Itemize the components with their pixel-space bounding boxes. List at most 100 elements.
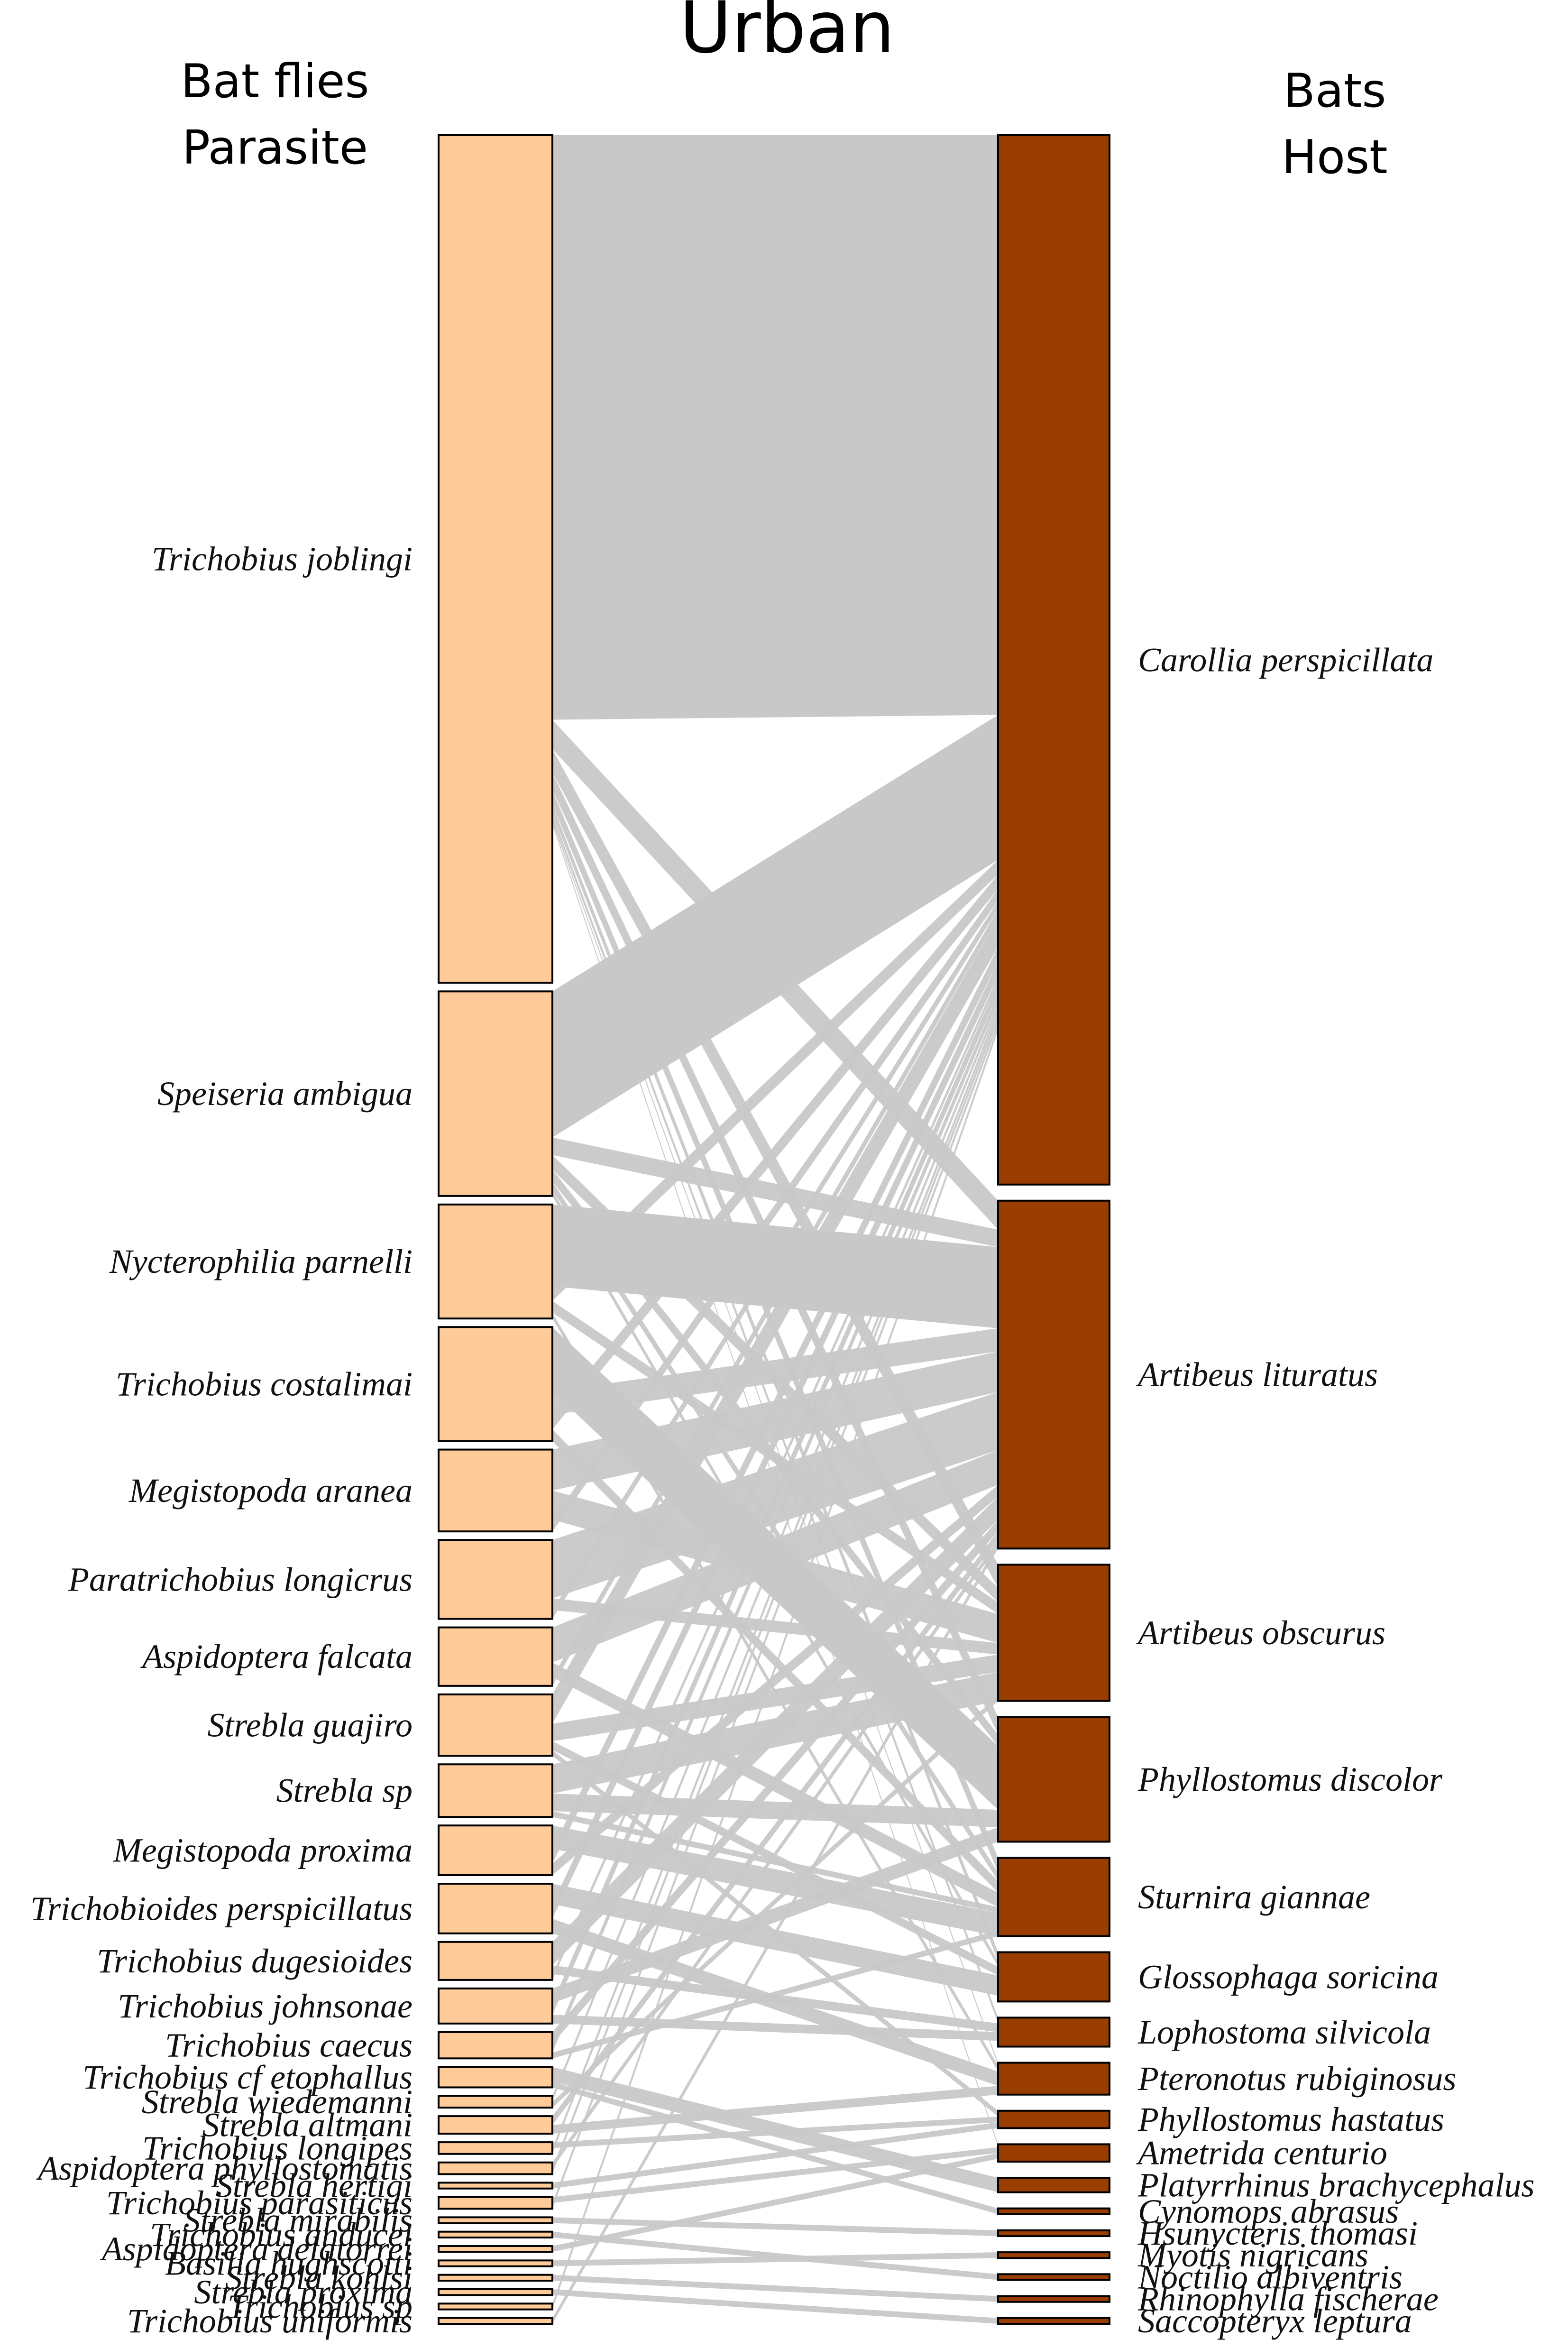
parasite-node-megistopoda-aranea xyxy=(438,1448,553,1533)
parasite-label-trichobius-sp: Trichobius sp xyxy=(228,2288,413,2326)
parasite-node-basilia-hughscotti xyxy=(438,2259,553,2267)
link-aspidoptera-phyllostomatis-to-carollia-perspicillata xyxy=(552,1013,998,2174)
parasite-label-aspidoptera-falcata: Aspidoptera falcata xyxy=(140,1638,413,1676)
link-trichobius-longipes-to-phyllostomus-hastatus xyxy=(552,2116,998,2148)
host-label-noctilio-albiventris: Noctilio albiventris xyxy=(1137,2258,1403,2296)
host-nodes: Carollia perspicillata Artibeus lituratus… xyxy=(997,134,1535,2340)
parasite-label-megistopoda-proxima: Megistopoda proxima xyxy=(113,1832,413,1869)
parasite-node-strebla-proxima xyxy=(438,2288,553,2296)
link-strebla-guajiro-to-carollia-perspicillata xyxy=(552,918,998,1724)
parasite-label-megistopoda-aranea: Megistopoda aranea xyxy=(128,1472,413,1510)
link-trichobius-uniformis-to-artibeus-lituratus xyxy=(552,1543,998,2324)
host-label-lophostoma-silvicola: Lophostoma silvicola xyxy=(1137,2013,1431,2051)
link-trichobius-johnsonae-to-lophostoma-silvicola xyxy=(552,2015,998,2041)
parasite-label-trichobius-joblingi: Trichobius joblingi xyxy=(152,540,413,578)
host-node-sturnira-giannae xyxy=(997,1857,1110,1937)
link-aspidoptera-phyllostomatis-to-artibeus-lituratus xyxy=(552,1539,998,2169)
host-node-phyllostomus-hastatus xyxy=(997,2109,1110,2129)
parasite-label-trichobius-cf-etophallus: Trichobius cf etophallus xyxy=(83,2058,413,2096)
link-trichobius-dugesioides-to-artibeus-lituratus xyxy=(552,1496,998,1966)
parasite-label-strebla-wiedemanni: Strebla wiedemanni xyxy=(142,2083,413,2121)
parasite-label-trichobius-uniformis: Trichobius uniformis xyxy=(127,2302,413,2340)
link-strebla-altmani-to-artibeus-lituratus xyxy=(552,1531,998,2125)
host-label-artibeus-obscurus: Artibeus obscurus xyxy=(1136,1614,1385,1652)
parasite-node-nycterophilia-parnelli xyxy=(438,1203,553,1320)
parasite-node-trichobius-uniformis xyxy=(438,2317,553,2325)
host-label-saccopteryx-leptura: Saccopteryx leptura xyxy=(1138,2302,1412,2340)
link-strebla-altmani-to-pteronotus-rubiginosus xyxy=(552,2086,998,2134)
link-strebla-sp-to-phyllostomus-discolor xyxy=(552,1793,998,1827)
link-megistopoda-proxima-to-artibeus-lituratus xyxy=(552,1484,998,1875)
link-megistopoda-aranea-to-artibeus-lituratus xyxy=(552,1351,998,1491)
parasite-node-trichobius-joblingi xyxy=(438,134,553,984)
host-node-platyrrhinus-brachycephalus xyxy=(997,2177,1110,2193)
link-speiseria-ambigua-to-carollia-perspicillata xyxy=(552,715,998,1138)
link-megistopoda-aranea-to-carollia-perspicillata xyxy=(552,889,998,1532)
parasite-label-speiseria-ambigua: Speiseria ambigua xyxy=(157,1075,413,1113)
parasite-node-trichobius-cf-etophallus xyxy=(438,2066,553,2089)
parasite-node-strebla-mirabilis xyxy=(438,2216,553,2224)
parasite-node-trichobius-parasiticus xyxy=(438,2196,553,2210)
host-node-rhinophylla-fischerae xyxy=(997,2295,1110,2303)
link-trichobius-caecus-to-carollia-perspicillata xyxy=(552,993,998,2053)
host-node-phyllostomus-discolor xyxy=(997,1716,1110,1843)
parasite-label-trichobius-parasiticus: Trichobius parasiticus xyxy=(106,2184,413,2222)
link-trichobius-sp-to-carollia-perspicillata xyxy=(552,1025,998,2310)
link-trichobius-parasiticus-to-carollia-perspicillata xyxy=(552,1019,998,2209)
host-label-glossophaga-soricina: Glossophaga soricina xyxy=(1138,1958,1439,1996)
parasite-label-paratrichobius-longicrus: Paratrichobius longicrus xyxy=(68,1560,413,1598)
host-label-phyllostomus-hastatus: Phyllostomus hastatus xyxy=(1137,2100,1444,2138)
parasite-node-strebla-wiedemanni xyxy=(438,2095,553,2109)
host-heading-line2: Host xyxy=(1282,130,1387,184)
parasite-label-trichobius-johnsonae: Trichobius johnsonae xyxy=(118,1987,413,2025)
parasite-label-strebla-hertigi: Strebla hertigi xyxy=(216,2167,413,2205)
parasite-label-nycterophilia-parnelli: Nycterophilia parnelli xyxy=(109,1243,413,1280)
parasite-node-trichobius-sp xyxy=(438,2302,553,2311)
link-trichobius-parasiticus-to-ametrida-centurio xyxy=(552,2147,998,2203)
parasite-node-trichobius-dugesioides xyxy=(438,1941,553,1981)
host-label-myotis-nigricans: Myotis nigricans xyxy=(1137,2236,1368,2274)
parasite-label-aspidoptera-phyllostomatis: Aspidoptera phyllostomatis xyxy=(36,2149,413,2187)
host-label-ametrida-centurio: Ametrida centurio xyxy=(1136,2134,1387,2172)
host-node-pteronotus-rubiginosus xyxy=(997,2062,1110,2096)
parasite-label-strebla-sp: Strebla sp xyxy=(276,1772,413,1810)
parasite-node-aspidoptera-falcata xyxy=(438,1626,553,1687)
host-node-cynomops-abrasus xyxy=(997,2207,1110,2215)
host-node-saccopteryx-leptura xyxy=(997,2317,1110,2325)
parasite-label-strebla-kohlsi: Strebla kohlsi xyxy=(225,2259,413,2297)
parasite-nodes: Trichobius joblingi Speiseria ambigua Nyct… xyxy=(30,134,553,2340)
host-node-hsunycteris-thomasi xyxy=(997,2229,1110,2238)
parasite-label-trichobius-caecus: Trichobius caecus xyxy=(165,2026,413,2064)
link-aspidoptera-delatorrei-to-ametrida-centurio xyxy=(552,2153,998,2252)
parasite-label-strebla-proxima: Strebla proxima xyxy=(194,2273,413,2311)
parasite-node-strebla-hertigi xyxy=(438,2182,553,2190)
link-trichobius-caecus-to-sturnira-giannae xyxy=(552,1930,998,2059)
parasite-node-aspidoptera-phyllostomatis xyxy=(438,2161,553,2175)
host-label-artibeus-lituratus: Artibeus lituratus xyxy=(1136,1356,1378,1394)
parasite-label-trichobius-anducei: Trichobius anducei xyxy=(150,2216,413,2254)
parasite-label-trichobius-dugesioides: Trichobius dugesioides xyxy=(97,1942,413,1980)
host-label-carollia-perspicillata: Carollia perspicillata xyxy=(1138,641,1433,679)
parasite-node-megistopoda-proxima xyxy=(438,1824,553,1876)
parasite-heading-line2: Parasite xyxy=(182,121,368,175)
link-strebla-wiedemanni-to-carollia-perspicillata xyxy=(552,1002,998,2102)
host-label-cynomops-abrasus: Cynomops abrasus xyxy=(1138,2192,1399,2230)
link-speiseria-ambigua-to-artibeus-lituratus xyxy=(552,1137,998,1247)
parasite-node-speiseria-ambigua xyxy=(438,990,553,1197)
parasite-label-trichobius-longipes: Trichobius longipes xyxy=(142,2129,413,2167)
parasite-label-basilia-hughscotti: Basilia hughscotti xyxy=(165,2245,413,2283)
link-aspidoptera-falcata-to-carollia-perspicillata xyxy=(552,909,998,1686)
link-strebla-kohlsi-to-rhinophylla-fischerae xyxy=(552,2274,998,2302)
host-node-carollia-perspicillata xyxy=(997,134,1110,1186)
parasite-node-trichobius-costalimai xyxy=(438,1326,553,1442)
host-node-lophostoma-silvicola xyxy=(997,2017,1110,2048)
parasite-node-trichobius-caecus xyxy=(438,2031,553,2060)
link-paratrichobius-longicrus-to-carollia-perspicillata xyxy=(552,900,998,1619)
link-strebla-hertigi-to-phyllostomus-hastatus xyxy=(552,2122,998,2189)
parasite-node-aspidoptera-delatorrei xyxy=(438,2245,553,2253)
parasite-node-trichobius-anducei xyxy=(438,2230,553,2239)
link-trichobius-johnsonae-to-phyllostomus-discolor xyxy=(552,1827,998,2003)
parasite-node-trichobioides-perspicillatus xyxy=(438,1882,553,1934)
parasite-node-paratrichobius-longicrus xyxy=(438,1539,553,1620)
parasite-label-trichobius-costalimai: Trichobius costalimai xyxy=(116,1365,413,1403)
